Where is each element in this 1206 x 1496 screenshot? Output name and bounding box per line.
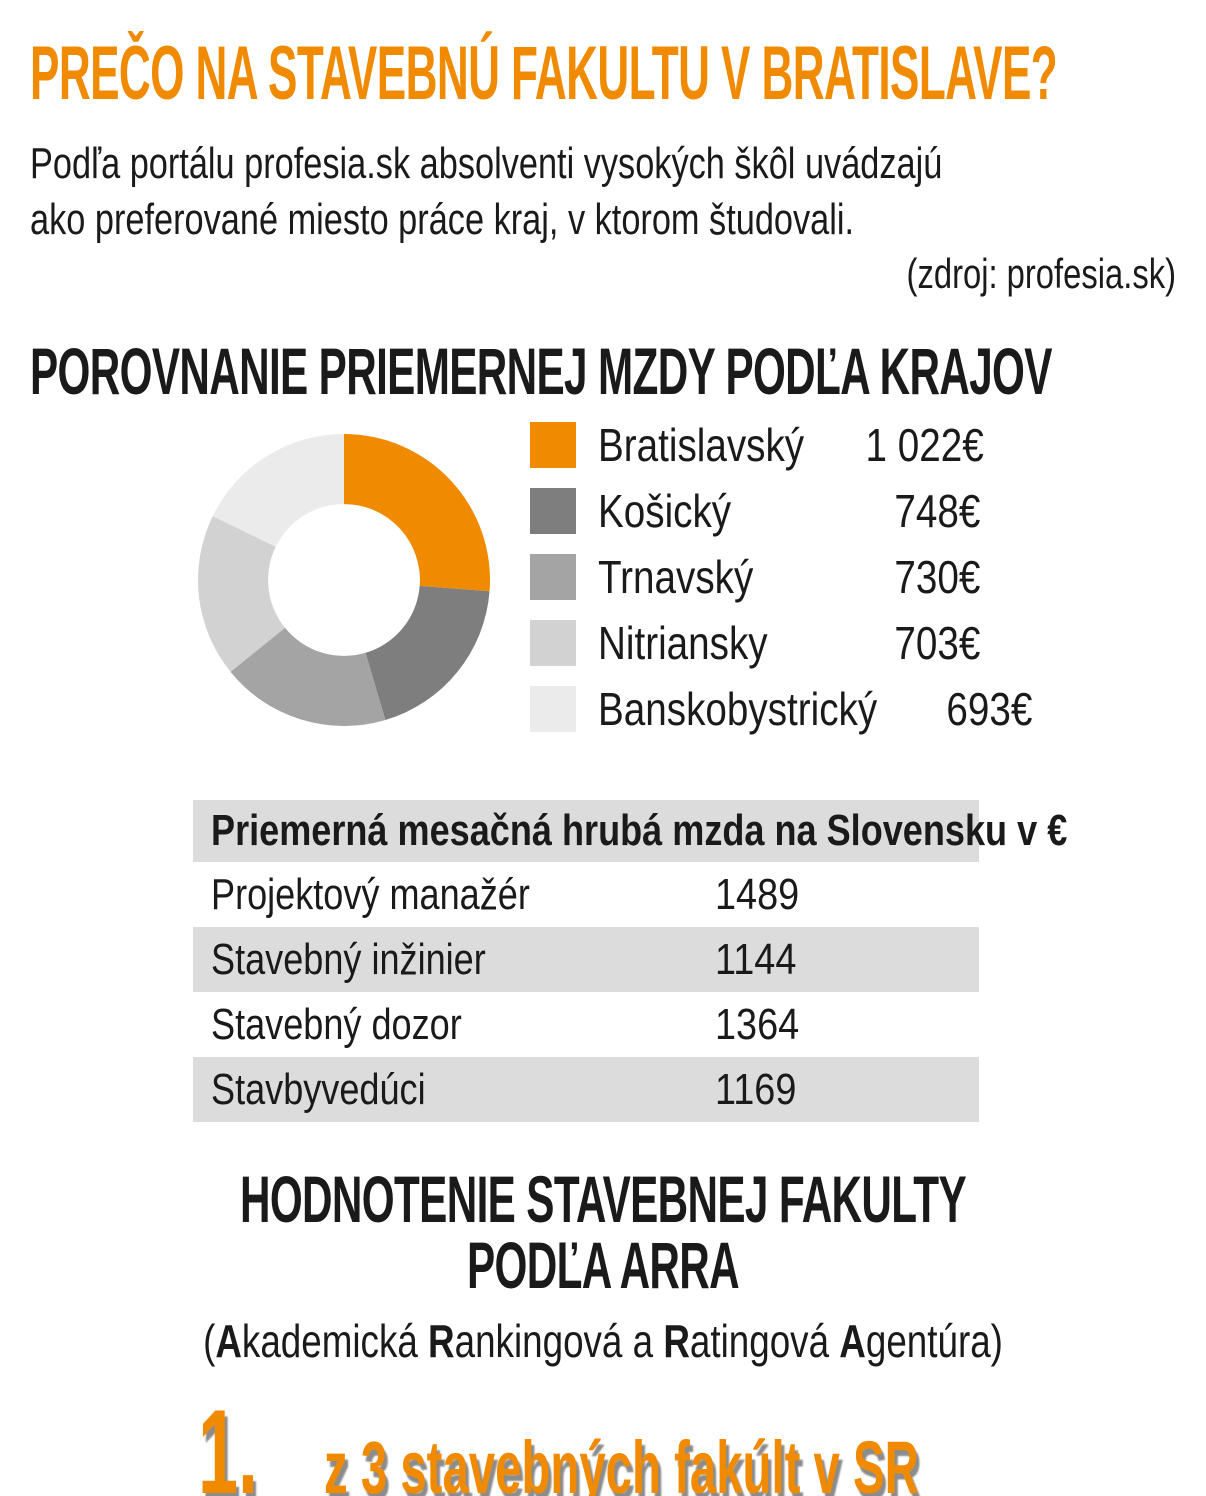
ranking-text: z 3 stavebných fakúlt v SR <box>324 1426 919 1496</box>
table-row: Stavebný inžinier 1144 <box>193 927 979 992</box>
row-label: Stavebný dozor <box>211 1000 462 1049</box>
ranking-number: 9. <box>198 1488 274 1496</box>
ranking-number: 1. <box>198 1385 259 1496</box>
arra-subtitle: (Akademická Rankingová a Ratingová Agent… <box>145 1314 1062 1368</box>
legend-row: Nitriansky 703€ <box>530 610 980 676</box>
table-row: Projektový manažér 1489 <box>193 862 979 927</box>
source-note: (zdroj: profesia.sk) <box>906 250 1176 297</box>
intro-paragraph: Podľa portálu profesia.sk absolventi vys… <box>30 136 1176 248</box>
salary-table: Priemerná mesačná hrubá mzda na Slovensk… <box>193 800 1067 1122</box>
legend-row: Košický 748€ <box>530 478 980 544</box>
subtitle-segment: R <box>428 1315 455 1367</box>
row-value: 1364 <box>715 1000 800 1049</box>
legend-value: 748€ <box>894 485 980 537</box>
legend-row: Banskobystrický 693€ <box>530 676 1033 742</box>
legend-swatch <box>530 422 576 468</box>
ranking-list: 1. z 3 stavebných fakúlt v SR 9. z 23 te… <box>30 1392 1176 1496</box>
legend-label: Bratislavský <box>598 419 805 471</box>
row-value: 1144 <box>715 935 797 984</box>
ranking-row: 9. z 23 technických fakúlt v SR <box>30 1488 1176 1496</box>
legend-swatch <box>530 488 576 534</box>
row-label: Stavbyvedúci <box>211 1065 426 1114</box>
donut-segment-2 <box>365 585 490 721</box>
legend-label: Banskobystrický <box>598 683 878 735</box>
donut-segment-5 <box>212 434 344 547</box>
subtitle-segment: A <box>215 1315 242 1367</box>
legend-value: 703€ <box>894 617 980 669</box>
subtitle-segment: ( <box>203 1315 216 1367</box>
legend-row: Bratislavský 1 022€ <box>530 412 984 478</box>
donut-segment-3 <box>230 627 386 726</box>
ranking-row: 1. z 3 stavebných fakúlt v SR <box>30 1392 1176 1496</box>
subtitle-segment: kademická <box>241 1315 429 1367</box>
row-value: 1489 <box>715 870 800 919</box>
row-value: 1169 <box>715 1065 797 1114</box>
donut-segment-4 <box>198 516 285 672</box>
wage-section-heading: POROVNANIE PRIEMERNEJ MZDY PODĽA KRAJOV <box>30 334 1052 408</box>
salary-table-header: Priemerná mesačná hrubá mzda na Slovensk… <box>193 800 1067 862</box>
legend-label: Nitriansky <box>598 617 768 669</box>
legend-value: 730€ <box>894 551 980 603</box>
subtitle-segment: atingová <box>689 1315 840 1367</box>
row-label: Stavebný inžinier <box>211 935 486 984</box>
subtitle-segment: gentúra) <box>865 1315 1003 1367</box>
intro-line-1: Podľa portálu profesia.sk absolventi vys… <box>30 139 943 188</box>
legend-row: Trnavský 730€ <box>530 544 980 610</box>
table-row: Stavebný dozor 1364 <box>193 992 979 1057</box>
donut-chart <box>198 434 490 726</box>
legend-label: Košický <box>598 485 732 537</box>
table-row: Stavbyvedúci 1169 <box>193 1057 979 1122</box>
wage-chart-block: Bratislavský 1 022€ Košický 748€ Trnavsk… <box>30 412 1176 744</box>
legend-swatch <box>530 686 576 732</box>
donut-segment-1 <box>344 434 490 592</box>
salary-table-rows: Projektový manažér 1489 Stavebný inžinie… <box>193 862 979 1122</box>
legend-value: 1 022€ <box>865 419 985 471</box>
legend-swatch <box>530 620 576 666</box>
page-title: PREČO NA STAVEBNÚ FAKULTU V BRATISLAVE? <box>30 31 1058 116</box>
rating-section-heading: HODNOTENIE STAVEBNEJ FAKULTY PODĽA ARRA <box>239 1162 967 1302</box>
legend-value: 693€ <box>946 683 1033 735</box>
chart-legend: Bratislavský 1 022€ Košický 748€ Trnavsk… <box>530 412 1033 742</box>
row-label: Projektový manažér <box>211 870 530 919</box>
salary-table-header-label: Priemerná mesačná hrubá mzda na Slovensk… <box>211 806 1068 855</box>
subtitle-segment: ankingová a <box>454 1315 664 1367</box>
subtitle-segment: R <box>663 1315 690 1367</box>
legend-label: Trnavský <box>598 551 754 603</box>
legend-swatch <box>530 554 576 600</box>
intro-line-2: ako preferované miesto práce kraj, v kto… <box>30 195 855 244</box>
subtitle-segment: A <box>839 1315 866 1367</box>
